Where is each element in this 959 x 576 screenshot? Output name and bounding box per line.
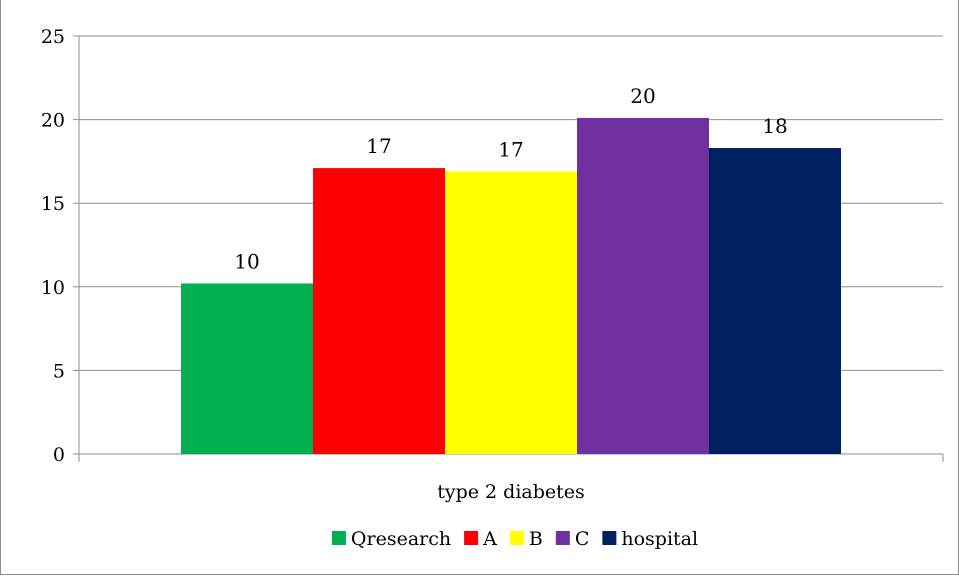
data-label: 20 (630, 84, 655, 108)
legend-swatch (555, 531, 570, 545)
data-label: 10 (234, 249, 259, 273)
bar-a (313, 168, 445, 454)
legend-swatch (602, 531, 617, 545)
y-tick-label: 0 (53, 444, 65, 466)
legend-item: C (555, 528, 590, 550)
legend-item: hospital (602, 528, 698, 550)
legend-label: Qresearch (351, 528, 451, 550)
axes: 0 5 10 15 20 25 type 2 diabetes (41, 26, 944, 503)
legend-item: B (509, 528, 543, 550)
bar-c (577, 117, 709, 454)
bars (181, 117, 841, 455)
y-tick-label: 15 (41, 193, 65, 215)
bar-qresearch (181, 283, 313, 454)
y-tick-label: 5 (53, 360, 65, 382)
y-tick-label: 25 (41, 26, 65, 48)
legend-swatch (464, 531, 479, 545)
bar-hospital (709, 148, 841, 455)
data-label: 17 (498, 137, 523, 161)
legend-item: Qresearch (331, 528, 451, 550)
data-label: 18 (762, 114, 787, 138)
legend-item: A (464, 528, 497, 550)
legend-label: C (575, 528, 590, 550)
legend-label: hospital (621, 528, 698, 550)
legend-swatch (331, 531, 346, 545)
legend-label: A (482, 528, 497, 550)
data-label: 17 (366, 134, 391, 158)
legend-swatch (509, 531, 524, 545)
y-tick-label: 20 (41, 110, 65, 132)
x-category-label: type 2 diabetes (437, 481, 585, 503)
bar-b (445, 171, 577, 454)
y-tick-label: 10 (41, 277, 65, 299)
legend-label: B (529, 528, 543, 550)
data-labels: 10 17 17 20 18 (234, 84, 787, 274)
